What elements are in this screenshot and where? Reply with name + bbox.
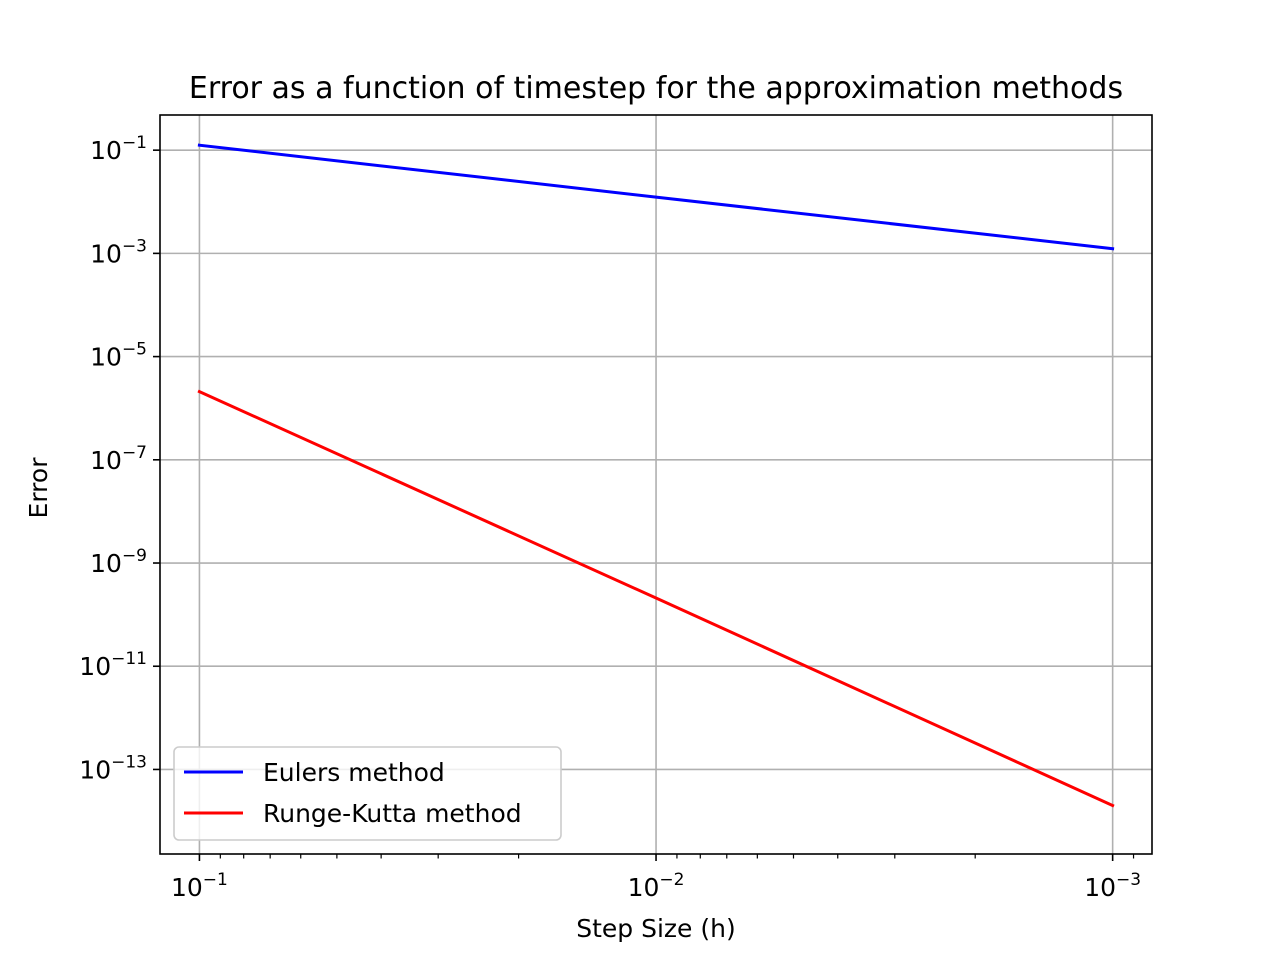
y-tick-label: 10−11 xyxy=(79,649,147,681)
legend-label-eulers: Eulers method xyxy=(263,758,445,787)
y-tick-label: 10−3 xyxy=(90,236,147,268)
chart-title: Error as a function of timestep for the … xyxy=(189,71,1123,106)
plot-area: 10−1 10−2 10−3 10−110−310−510−710−910−1110… xyxy=(79,114,1153,902)
y-tick-label: 10−1 xyxy=(90,133,147,165)
y-axis-ticks: 10−1 10−3 10−5 10−7 10−9 10−11 10−13 xyxy=(79,133,160,784)
y-axis-label: Error xyxy=(24,457,53,519)
series-lines xyxy=(197,143,1115,808)
y-tick-label: 10−9 xyxy=(90,546,147,578)
series-line-eulers xyxy=(197,143,1115,251)
grid xyxy=(160,115,1152,854)
x-tick-label: 10−1 xyxy=(171,870,228,902)
x-tick-label: 10−2 xyxy=(628,870,685,902)
y-tick-label: 10−7 xyxy=(90,443,147,475)
x-axis-label: Step Size (h) xyxy=(576,914,736,943)
legend-label-runge-kutta: Runge-Kutta method xyxy=(263,799,522,828)
legend-box xyxy=(173,746,562,841)
series-line-runge-kutta xyxy=(197,389,1115,808)
y-tick-label: 10−5 xyxy=(90,340,147,372)
x-tick-label: 10−3 xyxy=(1084,870,1141,902)
legend: Eulers method Runge-Kutta method xyxy=(173,746,562,841)
x-axis-ticks: 10−1 10−2 10−3 xyxy=(171,854,1141,902)
y-tick-label: 10−13 xyxy=(79,752,147,784)
